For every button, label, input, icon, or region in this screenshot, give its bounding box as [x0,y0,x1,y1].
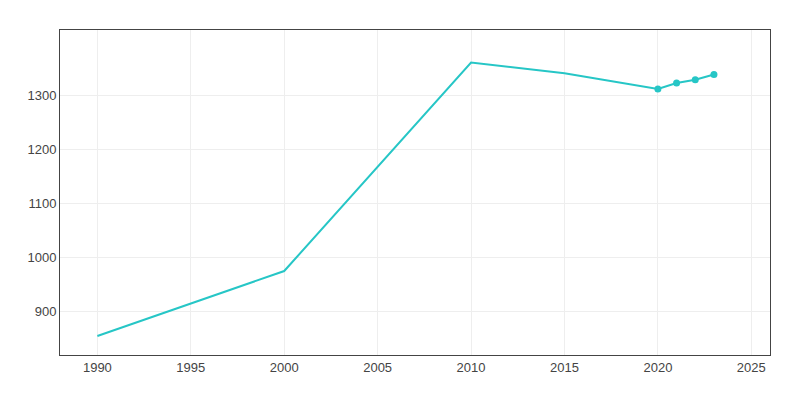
svg-text:2005: 2005 [363,360,392,375]
svg-text:1000: 1000 [27,250,56,265]
svg-text:1200: 1200 [27,142,56,157]
svg-text:2010: 2010 [457,360,486,375]
svg-text:2025: 2025 [737,360,766,375]
svg-text:2020: 2020 [643,360,672,375]
svg-text:2000: 2000 [270,360,299,375]
svg-text:1995: 1995 [176,360,205,375]
svg-text:900: 900 [35,304,57,319]
svg-text:1990: 1990 [83,360,112,375]
svg-text:2015: 2015 [550,360,579,375]
svg-text:1300: 1300 [27,88,56,103]
svg-text:1100: 1100 [28,196,56,211]
